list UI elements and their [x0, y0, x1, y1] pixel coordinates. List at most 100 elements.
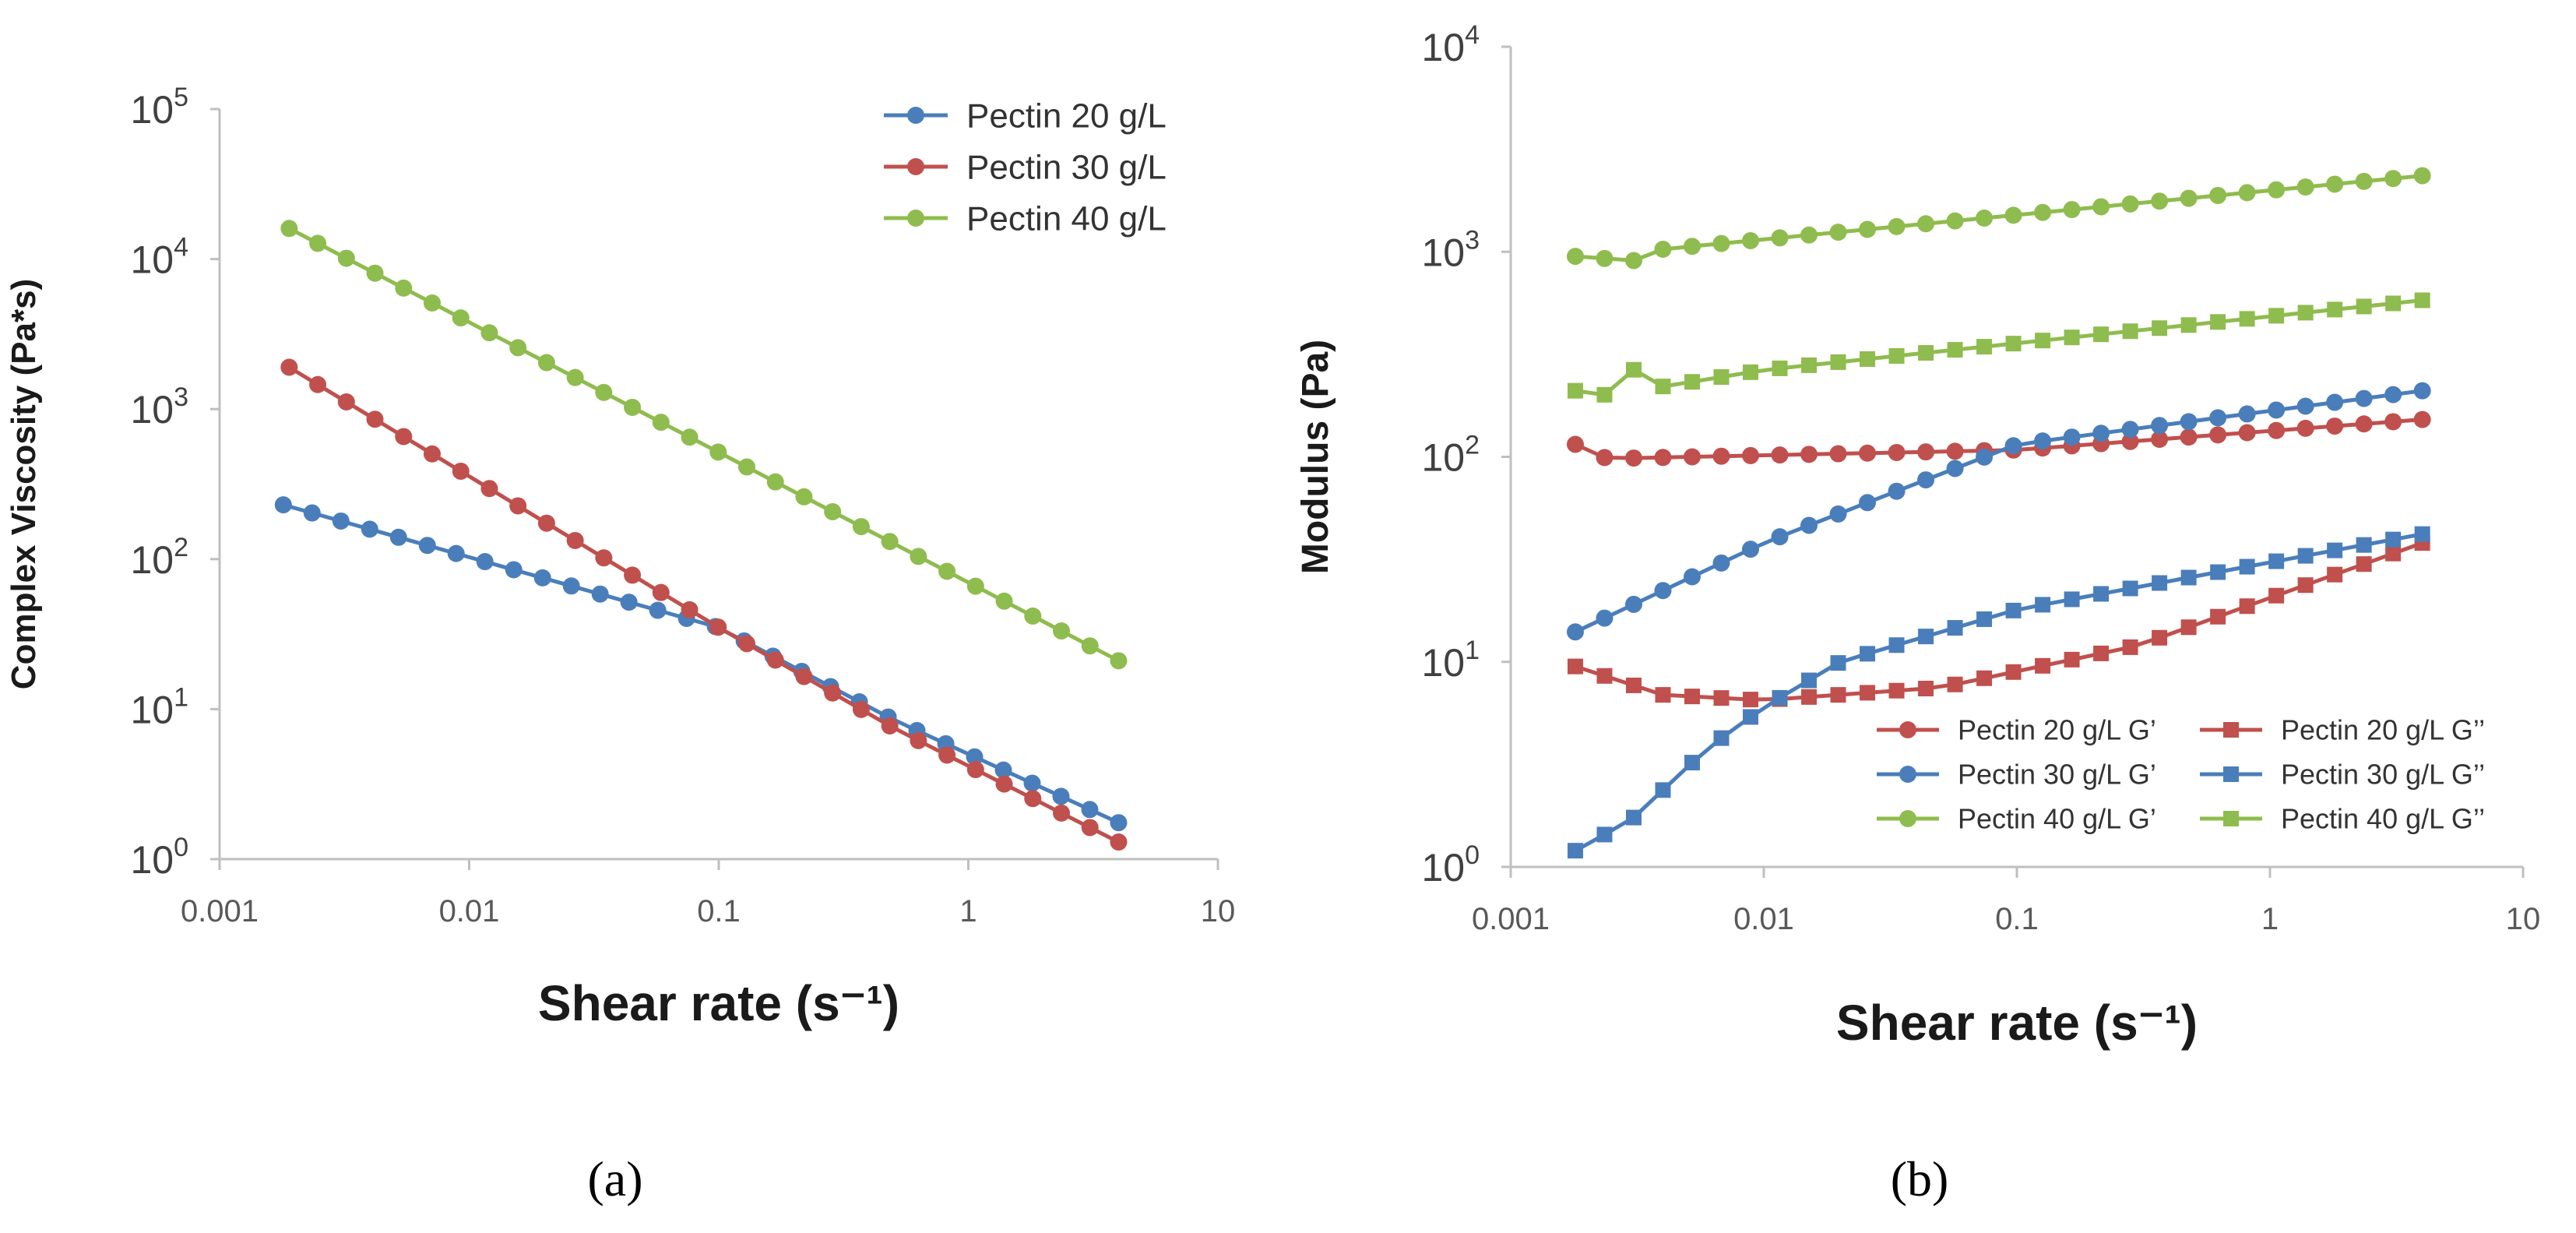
data-point [566, 531, 584, 549]
data-point [2239, 598, 2255, 615]
data-point [824, 502, 842, 520]
data-point [2093, 586, 2110, 602]
data-point [681, 601, 699, 618]
y-tick-label: 103 [1421, 225, 1480, 274]
data-point [2297, 577, 2314, 594]
series-pectin-30-g-l-g- [1567, 526, 2430, 859]
data-point [1110, 652, 1128, 670]
series-pectin-20-g-l-g- [1566, 410, 2431, 467]
data-point [881, 533, 899, 551]
data-point [2385, 531, 2402, 548]
data-point [389, 528, 407, 546]
data-point [1743, 364, 1759, 380]
legend-marker [1899, 810, 1916, 827]
data-point [2238, 424, 2256, 442]
data-point [966, 748, 984, 766]
data-point [309, 375, 327, 393]
data-point [337, 249, 355, 267]
legend-label: Pectin 20 g/L G’ [1958, 714, 2156, 746]
data-point [1110, 833, 1128, 851]
data-point [2268, 553, 2285, 569]
data-point [509, 339, 527, 357]
series-pectin-40-g-l-g- [1566, 167, 2431, 269]
data-point [2355, 415, 2373, 433]
data-point [2005, 664, 2022, 680]
data-point [1888, 217, 1906, 235]
data-point [2063, 201, 2081, 219]
data-point [624, 398, 642, 416]
data-point [737, 458, 755, 476]
data-point [2035, 333, 2051, 349]
data-point [2239, 558, 2255, 575]
data-point [2268, 587, 2285, 604]
data-point [2239, 311, 2255, 327]
data-point [337, 393, 355, 410]
legend-marker [907, 158, 924, 175]
data-point [1655, 379, 1671, 395]
data-point [447, 544, 465, 562]
data-point [2152, 575, 2168, 591]
data-point [1081, 801, 1099, 819]
data-point [303, 504, 321, 522]
data-point [1742, 232, 1760, 250]
data-point [2296, 419, 2314, 437]
data-point [1860, 351, 1876, 367]
data-point [1859, 494, 1877, 512]
data-point [2180, 317, 2197, 333]
data-point [1567, 382, 1583, 399]
data-point [1917, 443, 1935, 461]
series-pectin-40-g-l-g- [1567, 292, 2430, 403]
data-point [2209, 409, 2227, 427]
legend-marker [2223, 766, 2239, 782]
data-point [1566, 248, 1584, 266]
data-point [280, 358, 298, 376]
data-point [1625, 677, 1642, 693]
data-point [1976, 209, 1994, 227]
series-pectin-40-g-l [280, 220, 1128, 670]
x-axis-label: Shear rate (s⁻¹) [1836, 995, 2198, 1051]
series-line [1575, 298, 2423, 397]
x-tick-label: 1 [959, 894, 977, 928]
series-pectin-20-g-l-g- [1567, 535, 2430, 708]
data-point [476, 553, 494, 571]
data-point [2093, 326, 2110, 343]
legend-label: Pectin 30 g/L G’’ [2281, 759, 2485, 791]
data-point [2004, 437, 2022, 455]
data-point [1742, 446, 1760, 464]
data-point [2413, 410, 2431, 428]
data-point [1624, 252, 1642, 269]
data-point [2297, 305, 2314, 321]
series-line [283, 502, 1120, 825]
data-point [2122, 639, 2138, 655]
data-point [2121, 421, 2139, 439]
data-point [1947, 620, 1963, 636]
data-point [2151, 417, 2169, 435]
data-point [709, 443, 727, 461]
data-point [1888, 348, 1905, 365]
data-point [709, 618, 727, 636]
data-point [2064, 651, 2080, 668]
data-point [1655, 782, 1671, 798]
legend-label: Pectin 30 g/L [966, 148, 1167, 186]
data-point [624, 566, 642, 584]
y-tick-label: 100 [130, 833, 188, 882]
data-point [910, 548, 927, 565]
legend-label: Pectin 40 g/L G’’ [2281, 803, 2485, 835]
x-tick-label: 10 [2506, 902, 2541, 936]
data-point [966, 761, 984, 779]
data-point [2151, 192, 2169, 210]
x-tick-label: 0.01 [439, 894, 500, 928]
data-point [1801, 689, 1818, 705]
data-point [1110, 814, 1128, 832]
x-axis-label: Shear rate (s⁻¹) [538, 975, 899, 1031]
data-point [366, 264, 384, 282]
data-point [566, 368, 584, 386]
data-point [1947, 342, 1963, 358]
data-point [1743, 692, 1759, 708]
y-tick-label: 102 [1421, 431, 1480, 480]
data-point [910, 731, 927, 749]
series-line [1575, 541, 2423, 702]
data-point [1771, 229, 1789, 247]
data-point [2121, 195, 2139, 213]
data-point [1712, 447, 1730, 465]
